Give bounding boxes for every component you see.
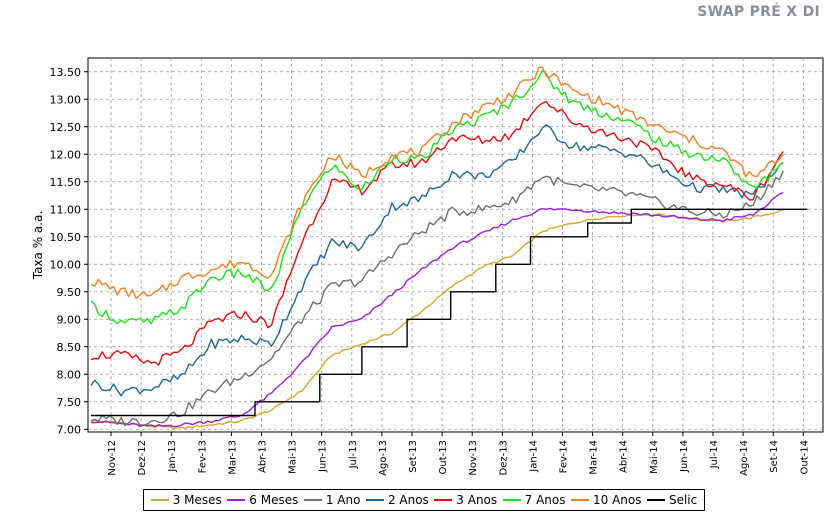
x-tick-label: Mar-13 bbox=[227, 440, 238, 475]
legend-swatch bbox=[227, 499, 246, 501]
legend-swatch bbox=[150, 499, 169, 501]
x-tick-label: Ago-13 bbox=[378, 440, 389, 476]
legend-item: 6 Meses bbox=[227, 493, 298, 507]
legend-label: 10 Anos bbox=[592, 493, 642, 507]
series-line-6-meses bbox=[90, 192, 784, 428]
line-chart: 7.00 7.50 8.00 8.50 9.00 9.50 10.00 10.50 11.00 1… bbox=[31, 57, 824, 476]
x-tick-label: Mai-13 bbox=[288, 440, 299, 474]
x-tick-label: Jan-14 bbox=[528, 440, 539, 473]
x-tick-label: Out-14 bbox=[799, 440, 810, 474]
legend-swatch bbox=[570, 499, 589, 501]
x-tick-label: Mai-14 bbox=[649, 440, 660, 474]
plot-area bbox=[87, 57, 824, 433]
legend-label: 1 Ano bbox=[325, 493, 361, 507]
x-tick-label: Abr-14 bbox=[619, 440, 630, 473]
y-tick-label: 11.50 bbox=[50, 176, 82, 189]
y-tick-label: 8.00 bbox=[57, 368, 82, 381]
y-axis-label: Taxa % a.a. bbox=[31, 211, 45, 281]
series-line-7-anos bbox=[90, 70, 784, 325]
x-tick-label: Jan-13 bbox=[167, 440, 178, 473]
chart-title: SWAP PRÉ X DI bbox=[697, 4, 820, 20]
y-tick-label: 12.50 bbox=[50, 121, 82, 134]
series-line-10-anos bbox=[90, 66, 784, 300]
x-tick-label: Set-13 bbox=[408, 440, 419, 473]
legend-label: 3 Anos bbox=[456, 493, 498, 507]
legend-item: 3 Anos bbox=[434, 493, 497, 507]
y-tick-label: 7.50 bbox=[57, 396, 82, 409]
x-tick-label: Jun-13 bbox=[318, 440, 329, 473]
y-tick-label: 7.00 bbox=[57, 423, 82, 436]
legend-item: 2 Anos bbox=[365, 493, 429, 507]
x-tick-label: Jul-14 bbox=[709, 440, 720, 469]
x-tick-label: Fev-13 bbox=[197, 440, 208, 473]
series-line-selic bbox=[91, 208, 808, 417]
legend-label: 2 Anos bbox=[387, 493, 429, 507]
legend-label: Selic bbox=[668, 493, 698, 507]
x-tick-label: Fev-14 bbox=[559, 440, 570, 473]
y-tick-label: 10.00 bbox=[50, 258, 82, 271]
legend-swatch bbox=[646, 499, 665, 501]
y-tick-label: 13.00 bbox=[50, 93, 82, 106]
legend-label: 6 Meses bbox=[249, 493, 299, 507]
x-tick-label: Dez-12 bbox=[137, 440, 148, 475]
x-tick-label: Mar-14 bbox=[589, 440, 600, 475]
y-tick-label: 8.50 bbox=[57, 341, 82, 354]
legend-item: Selic bbox=[646, 493, 698, 507]
x-tick-label: Abr-13 bbox=[258, 440, 269, 473]
x-tick-label: Jul-13 bbox=[348, 440, 359, 469]
legend-item: 10 Anos bbox=[570, 493, 642, 507]
y-tick-label: 10.50 bbox=[50, 231, 82, 244]
x-tick-label: Out-13 bbox=[438, 440, 449, 474]
x-tick-label: Dez-13 bbox=[498, 440, 509, 475]
x-tick-label: Nov-12 bbox=[107, 440, 118, 476]
legend-item: 7 Anos bbox=[502, 493, 566, 507]
x-tick-label: Jun-14 bbox=[679, 440, 690, 473]
legend-swatch bbox=[502, 499, 521, 501]
legend-label: 3 Meses bbox=[172, 493, 222, 507]
y-tick-label: 9.50 bbox=[57, 286, 82, 299]
legend-item: 1 Ano bbox=[303, 493, 361, 507]
series-line-2-anos bbox=[90, 124, 784, 397]
legend-swatch bbox=[303, 499, 322, 501]
y-tick-label: 13.50 bbox=[50, 66, 82, 79]
series-line-3-anos bbox=[90, 100, 784, 366]
x-tick-label: Ago-14 bbox=[739, 440, 750, 476]
chart-legend: 3 Meses 6 Meses 1 Ano 2 Anos 3 Anos 7 Anos 10 … bbox=[143, 489, 705, 511]
legend-label: 7 Anos bbox=[524, 493, 566, 507]
y-tick-label: 9.00 bbox=[57, 313, 82, 326]
x-tick-label: Nov-13 bbox=[468, 440, 479, 476]
legend-swatch bbox=[434, 499, 453, 501]
y-tick-label: 11.00 bbox=[50, 203, 82, 216]
legend-item: 3 Meses bbox=[150, 493, 222, 507]
legend-swatch bbox=[365, 499, 384, 501]
y-tick-label: 12.00 bbox=[50, 148, 82, 161]
x-tick-label: Set-14 bbox=[769, 440, 780, 473]
